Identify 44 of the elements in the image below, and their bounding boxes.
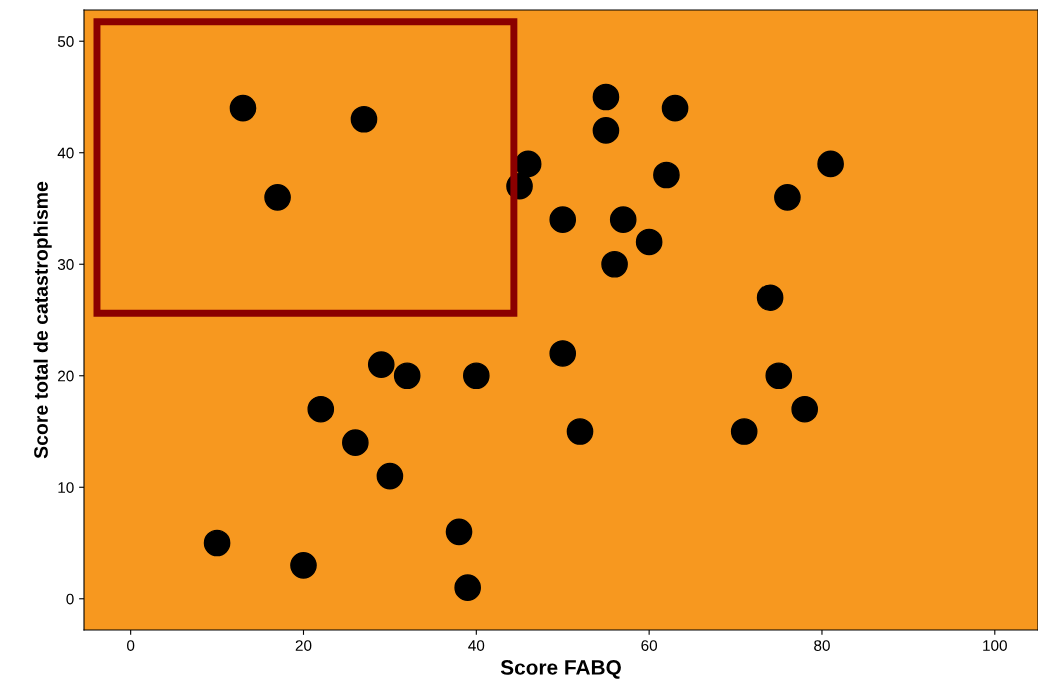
point: [592, 117, 620, 144]
point: [653, 161, 680, 189]
point: [730, 418, 758, 445]
x-axis-title: Score FABQ: [500, 660, 621, 679]
point: [549, 340, 577, 367]
point: [342, 429, 369, 456]
y-tick-label: 20: [58, 370, 74, 382]
x-tick-label: 100: [983, 640, 1007, 651]
y-tick-label: 10: [58, 482, 74, 493]
x-tick-label: 40: [468, 640, 485, 651]
point: [601, 250, 628, 278]
y-tick-label: 30: [57, 259, 74, 270]
point: [514, 150, 542, 178]
point: [290, 552, 317, 579]
point: [661, 94, 689, 122]
x-tick-label: 60: [641, 640, 658, 651]
point: [765, 362, 793, 390]
y-tick-label: 50: [57, 36, 74, 47]
y-axis-title: Score total de catastrophisme: [33, 181, 52, 459]
point: [817, 150, 844, 178]
point: [774, 184, 801, 211]
point: [367, 351, 395, 378]
point: [203, 529, 231, 557]
point: [350, 105, 378, 133]
y-tick-label: 40: [57, 147, 74, 159]
point: [635, 228, 663, 256]
x-tick-label: 20: [295, 640, 312, 651]
y-tick-label: 0: [66, 593, 74, 605]
point: [463, 362, 490, 390]
point: [756, 284, 784, 312]
point: [445, 518, 473, 546]
x-tick-label: 80: [814, 640, 830, 651]
point: [454, 574, 481, 601]
point: [549, 206, 577, 233]
x-tick-label: 0: [127, 640, 135, 651]
point: [264, 184, 291, 211]
point: [566, 418, 594, 445]
point: [592, 83, 620, 111]
point: [609, 206, 637, 233]
point: [393, 362, 421, 390]
point: [229, 94, 257, 122]
point: [376, 462, 404, 490]
point: [791, 395, 818, 423]
point: [307, 395, 335, 423]
